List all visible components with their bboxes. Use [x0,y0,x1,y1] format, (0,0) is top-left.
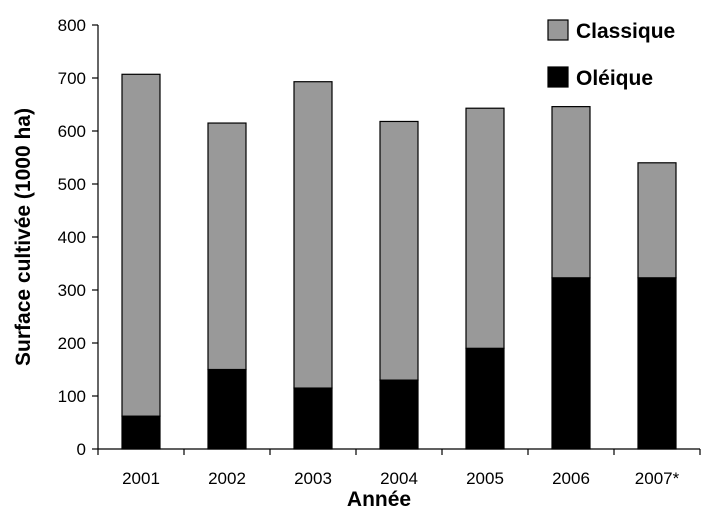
bar-segment-oleique [637,277,677,450]
bar-segment-classique [207,122,247,371]
y-tick-label: 800 [58,16,86,35]
bar-segment-classique [637,162,677,279]
bar-segment-oleique [207,368,247,450]
x-tick-label: 2006 [552,469,590,488]
legend-label-classique: Classique [576,20,675,43]
legend-label-oleique: Oléique [576,67,653,90]
bar-segment-classique [293,81,333,389]
y-tick-label: 600 [58,122,86,141]
bars-layer [121,73,677,450]
bar-segment-oleique [293,387,333,450]
x-ticks: 2001 2002 2003 2004 2005 2006 2007* [97,449,701,488]
x-axis-title: Année [347,488,411,508]
y-tick-label: 700 [58,69,86,88]
x-tick-label: 2007* [635,469,680,488]
y-tick-label: 200 [58,334,86,353]
y-tick-label: 500 [58,175,86,194]
bar-segment-oleique [465,347,505,450]
x-tick-label: 2003 [294,469,332,488]
y-axis-title: Surface cultivée (1000 ha) [12,108,35,366]
y-tick-label: 400 [58,228,86,247]
y-tick-label: 100 [58,387,86,406]
legend-swatch-classique [547,19,569,41]
bar-segment-oleique [551,277,591,450]
x-tick-label: 2004 [380,469,418,488]
y-tick-label: 300 [58,281,86,300]
bar-segment-classique [465,107,505,349]
bar-segment-classique [121,73,161,417]
bar-segment-oleique [121,415,161,450]
bar-segment-classique [551,106,591,279]
y-tick-label: 0 [77,440,86,459]
bar-segment-oleique [379,379,419,450]
x-tick-label: 2001 [122,469,160,488]
y-ticks: 0 100 200 300 400 500 600 700 800 [58,16,98,459]
bar-segment-classique [379,120,419,381]
x-tick-label: 2002 [208,469,246,488]
legend-swatch-oleique [547,66,569,88]
x-tick-label: 2005 [466,469,504,488]
legend: Classique Oléique [547,19,675,90]
